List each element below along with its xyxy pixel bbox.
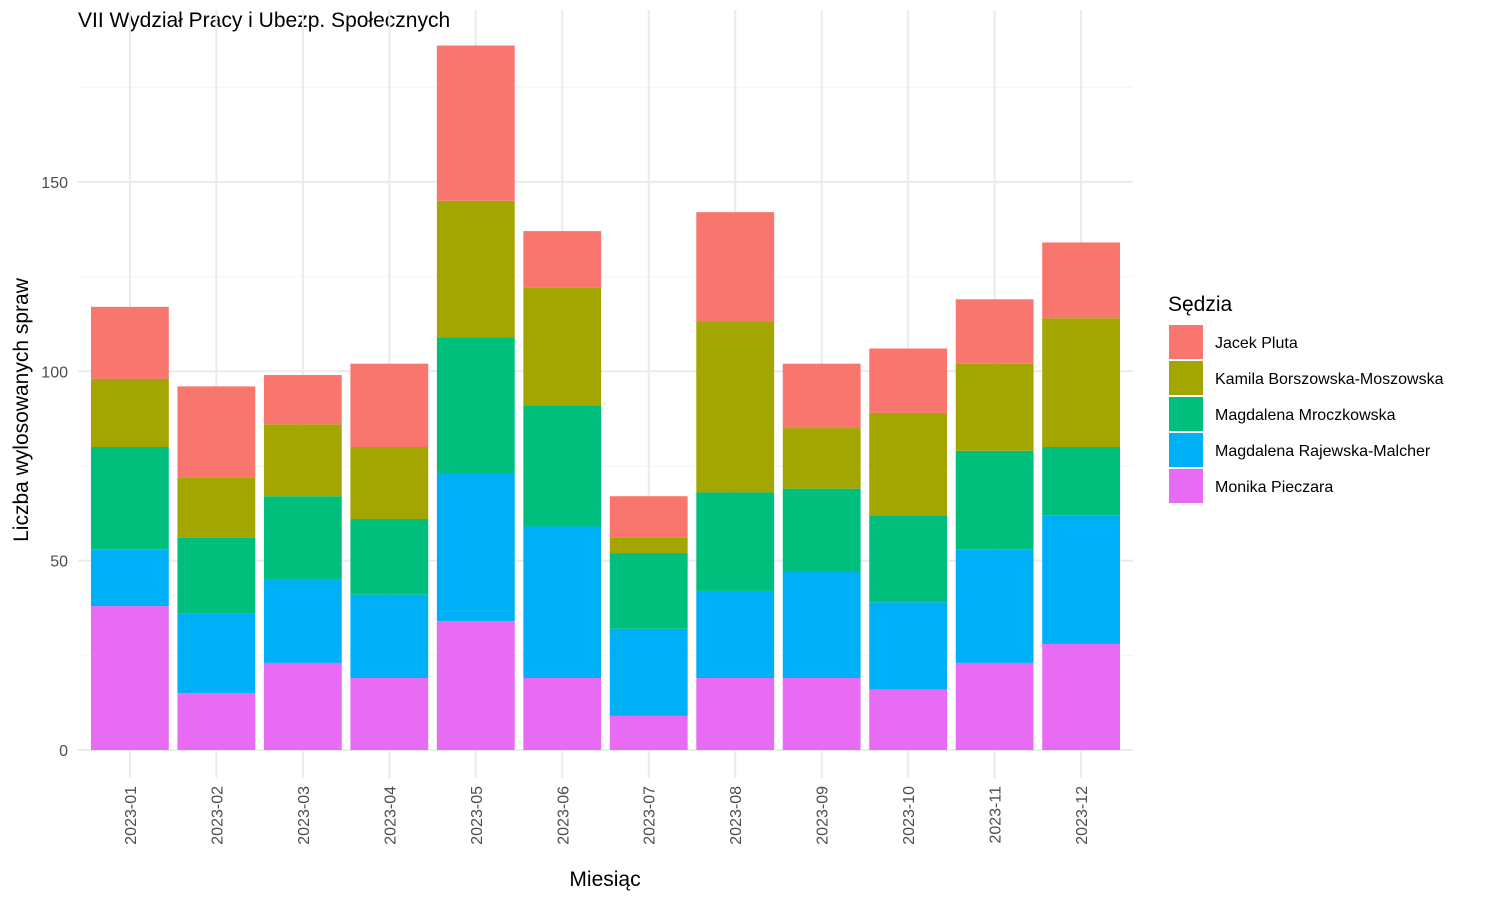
legend-label: Monika Pieczara — [1215, 479, 1333, 496]
bar-segment — [177, 386, 256, 478]
legend-title: Sędzia — [1168, 293, 1233, 316]
bar-segment — [609, 537, 688, 554]
x-tick-label: 2023-02 — [209, 786, 226, 845]
bar-segment — [782, 428, 861, 489]
bar-segment — [436, 45, 515, 201]
bar-segment — [263, 375, 342, 425]
bar-segment — [782, 571, 861, 679]
bar-segment — [1042, 242, 1121, 319]
y-tick-label: 50 — [50, 554, 68, 571]
bar-segment — [609, 715, 688, 750]
bar-segment — [263, 579, 342, 663]
bar-segment — [782, 678, 861, 750]
bar-segment — [869, 412, 948, 516]
bar-segment — [177, 477, 256, 538]
bar-segment — [177, 537, 256, 614]
y-tick-label: 150 — [41, 175, 68, 192]
bar-segment — [436, 621, 515, 750]
x-axis-title: Miesiąc — [569, 868, 640, 891]
legend-label: Jacek Pluta — [1215, 335, 1298, 352]
bar-segment — [90, 447, 169, 550]
bar-segment — [350, 518, 429, 595]
bar-segment — [955, 363, 1034, 451]
bar-segment — [782, 363, 861, 429]
legend-label: Magdalena Mroczkowska — [1215, 407, 1396, 424]
chart-title: VII Wydział Pracy i Ubezp. Społecznych — [78, 9, 450, 32]
bar-segment — [436, 337, 515, 474]
x-tick-label: 2023-07 — [642, 786, 659, 845]
bar-segment — [696, 492, 775, 591]
y-tick-label: 100 — [41, 364, 68, 381]
bar-segment — [436, 200, 515, 338]
bar-segment — [1042, 643, 1121, 750]
bar-segment — [609, 628, 688, 716]
bar-segment — [955, 450, 1034, 550]
bar-segment — [955, 662, 1034, 750]
bar-segment — [90, 306, 169, 379]
bar-segment — [609, 553, 688, 629]
bar-segment — [350, 678, 429, 750]
legend-swatch — [1169, 397, 1203, 431]
bar-segment — [1042, 318, 1121, 447]
legend-swatch — [1169, 325, 1203, 359]
bar-segment — [869, 689, 948, 750]
y-axis-ticks: 0 50 100 150 — [41, 175, 68, 760]
bar-segment — [177, 693, 256, 750]
legend-label: Kamila Borszowska-Moszowska — [1215, 371, 1444, 388]
legend-label: Magdalena Rajewska-Malcher — [1215, 443, 1431, 460]
x-tick-label: 2023-04 — [382, 786, 399, 845]
bar-segment — [955, 549, 1034, 663]
bar-segment — [696, 212, 775, 323]
x-axis-ticks: 2023-01 2023-02 2023-03 2023-04 2023-05 2023-… — [123, 786, 1091, 845]
bar-segment — [90, 378, 169, 447]
x-tick-label: 2023-05 — [469, 786, 486, 845]
bar-segment — [263, 424, 342, 497]
bar-segment — [523, 678, 602, 750]
bar-segment — [869, 602, 948, 690]
bar-segment — [523, 526, 602, 679]
bar-segment — [523, 231, 602, 288]
bar-segment — [177, 613, 256, 694]
bar-segment — [869, 348, 948, 413]
bar-segment — [1042, 515, 1121, 644]
x-tick-label: 2023-06 — [555, 786, 572, 845]
legend: Sędzia Jacek Pluta Kamila Borszowska-Mosz… — [1168, 293, 1444, 503]
x-tick-label: 2023-08 — [728, 786, 745, 845]
bar-segment — [523, 405, 602, 527]
bar-segment — [263, 662, 342, 750]
x-tick-label: 2023-09 — [815, 786, 832, 845]
legend-swatch — [1169, 469, 1203, 503]
x-tick-label: 2023-12 — [1074, 786, 1091, 845]
bar-segment — [609, 496, 688, 538]
bar-segment — [955, 299, 1034, 364]
bar-segment — [90, 549, 169, 607]
bar-segment — [696, 322, 775, 493]
y-tick-label: 0 — [59, 743, 68, 760]
bar-segment — [350, 447, 429, 519]
x-tick-label: 2023-01 — [123, 786, 140, 845]
x-tick-label: 2023-10 — [901, 786, 918, 845]
bars — [90, 45, 1121, 750]
bar-segment — [350, 363, 429, 447]
legend-swatch — [1169, 361, 1203, 395]
y-axis-title: Liczba wylosowanych spraw — [10, 277, 33, 542]
bar-segment — [869, 515, 948, 603]
legend-swatch — [1169, 433, 1203, 467]
bar-segment — [523, 287, 602, 406]
bar-segment — [436, 473, 515, 622]
bar-segment — [90, 606, 169, 750]
bar-segment — [263, 496, 342, 580]
bar-segment — [696, 678, 775, 750]
bar-segment — [782, 488, 861, 572]
bar-segment — [350, 594, 429, 679]
x-tick-label: 2023-11 — [988, 786, 1005, 844]
bar-segment — [1042, 447, 1121, 516]
bar-segment — [696, 590, 775, 679]
x-tick-label: 2023-03 — [296, 786, 313, 845]
